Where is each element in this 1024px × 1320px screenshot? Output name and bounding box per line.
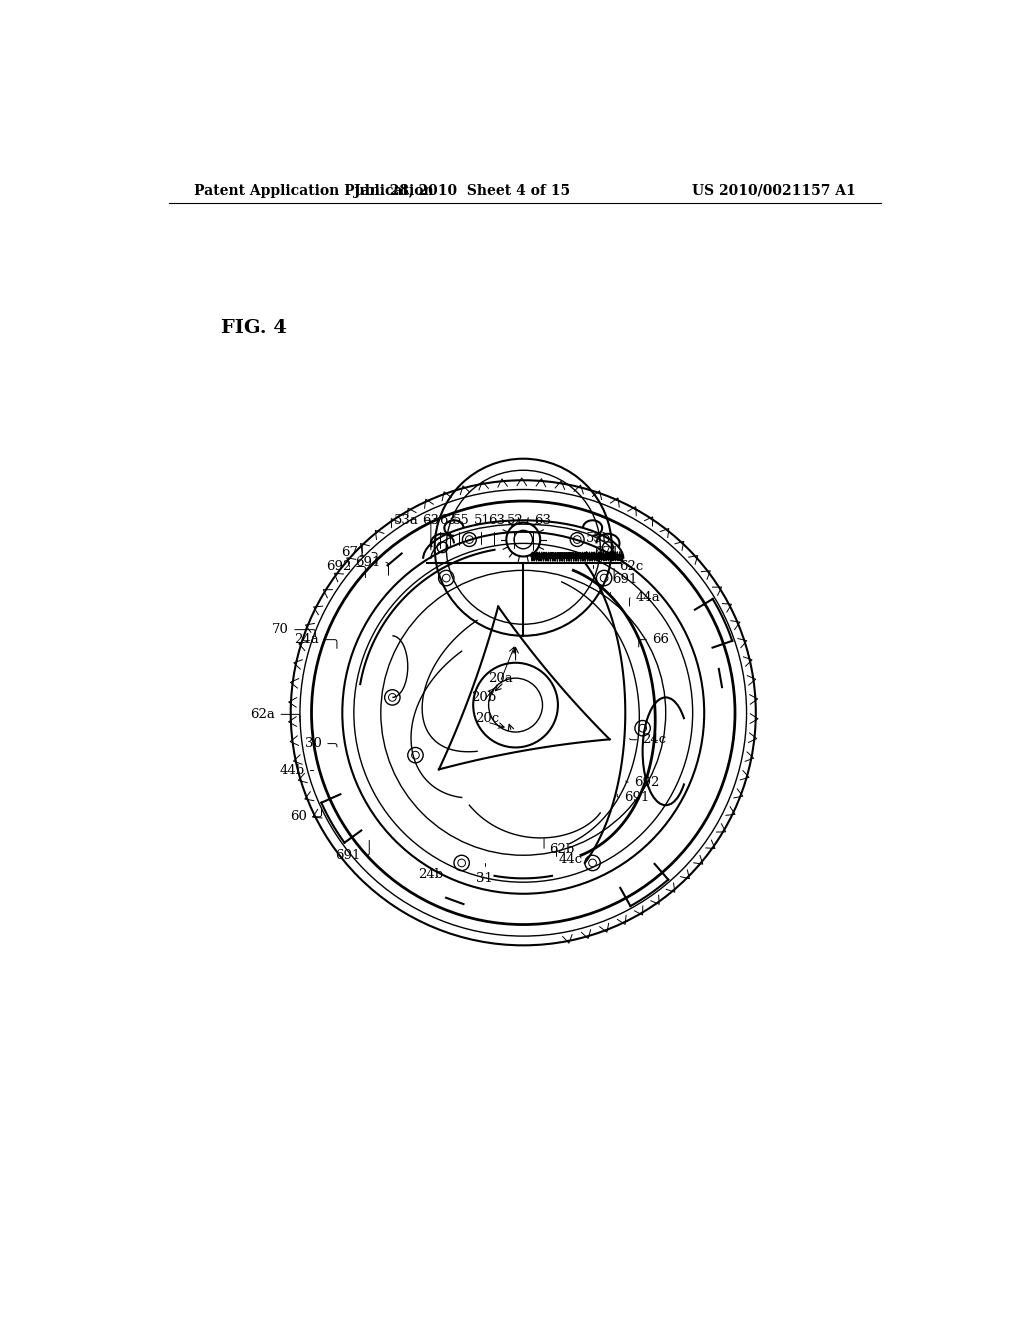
Text: 20b: 20b: [471, 692, 496, 705]
Text: Jan. 28, 2010  Sheet 4 of 15: Jan. 28, 2010 Sheet 4 of 15: [353, 183, 569, 198]
Text: 24c: 24c: [630, 733, 667, 746]
Text: 20a: 20a: [487, 672, 513, 685]
Text: 691: 691: [609, 573, 638, 594]
Text: 53b: 53b: [586, 532, 611, 556]
Text: 63: 63: [439, 513, 457, 546]
Text: 63: 63: [488, 513, 506, 545]
Text: US 2010/0021157 A1: US 2010/0021157 A1: [692, 183, 856, 198]
Text: 62a: 62a: [251, 708, 300, 722]
Text: 60: 60: [290, 809, 322, 824]
Text: 63: 63: [534, 513, 551, 550]
Text: 20c: 20c: [475, 711, 499, 725]
Text: Patent Application Publication: Patent Application Publication: [194, 183, 433, 198]
Text: 671: 671: [341, 546, 377, 564]
Text: 691: 691: [335, 841, 370, 862]
Text: 55: 55: [454, 513, 470, 545]
Text: 692: 692: [326, 560, 366, 578]
Text: 30: 30: [305, 737, 337, 750]
Text: 51: 51: [474, 513, 490, 544]
Text: 691: 691: [617, 791, 650, 804]
Text: 53a: 53a: [394, 513, 431, 550]
Text: 63: 63: [422, 513, 440, 548]
Text: 52: 52: [507, 513, 524, 548]
Text: 66: 66: [639, 634, 669, 647]
Text: 671: 671: [593, 546, 620, 568]
Text: 44b: 44b: [280, 764, 313, 777]
Text: FIG. 4: FIG. 4: [221, 319, 288, 337]
Text: 24b: 24b: [418, 862, 443, 880]
Text: 70: 70: [272, 623, 315, 636]
Text: 44a: 44a: [630, 591, 660, 606]
Text: 31: 31: [476, 863, 494, 884]
Text: 62b: 62b: [544, 838, 574, 857]
Text: 24a: 24a: [294, 634, 337, 648]
Text: 44c: 44c: [556, 846, 583, 866]
Text: 62c: 62c: [614, 560, 643, 581]
Text: 692: 692: [626, 776, 659, 788]
Text: 691: 691: [355, 556, 388, 576]
